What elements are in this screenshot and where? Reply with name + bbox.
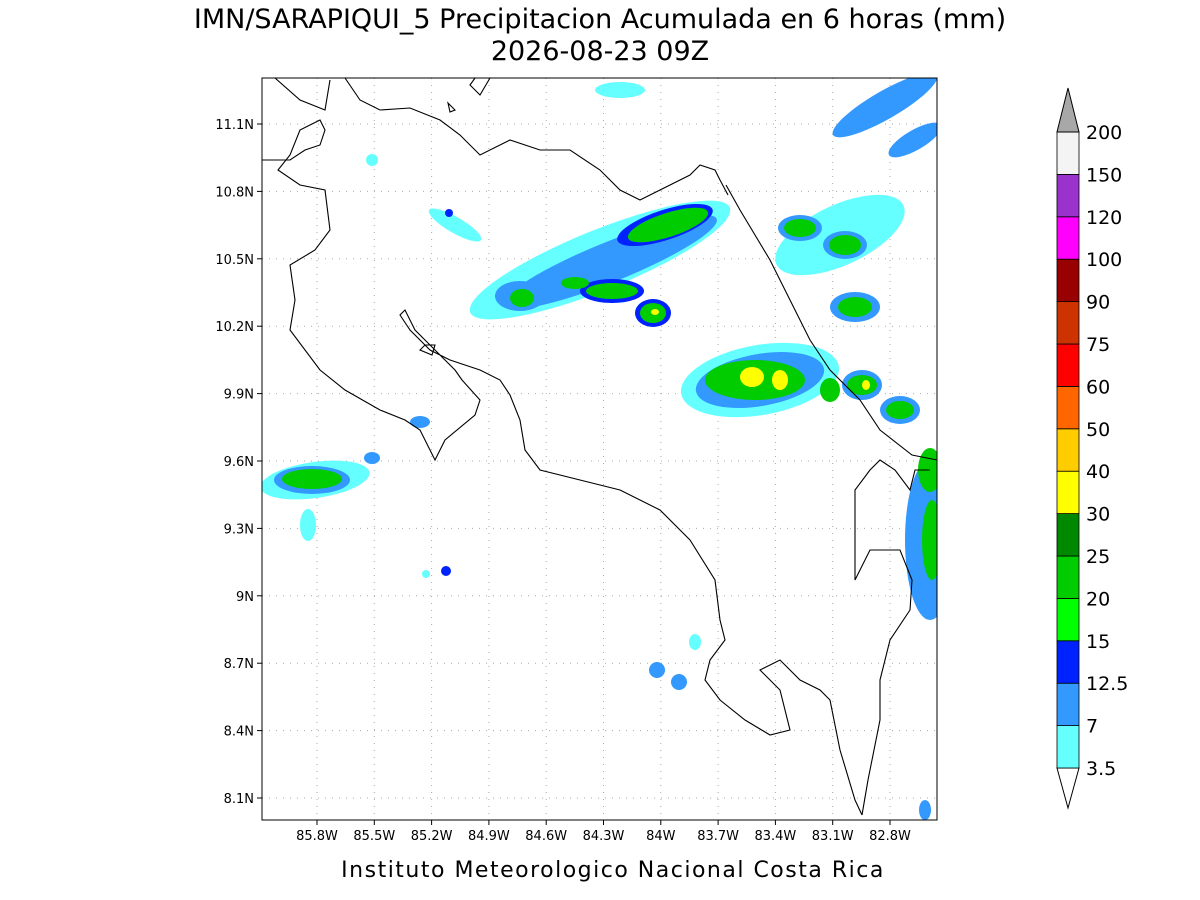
colorbar-box [1056, 682, 1080, 727]
y-tick-label: 10.8N [215, 185, 254, 200]
plot-frame [261, 77, 938, 821]
title: IMN/SARAPIQUI_5 Precipitacion Acumulada … [194, 4, 1006, 35]
y-tick-label: 10.5N [215, 253, 254, 268]
colorbar-box [1056, 428, 1080, 472]
y-tick-label: 11.1N [215, 118, 254, 133]
x-tick-label: 83.1W [812, 829, 854, 844]
colorbar-label: 120 [1086, 207, 1122, 229]
colorbar-box [1056, 385, 1080, 430]
colorbar-box [1056, 173, 1080, 218]
colorbar-box [1056, 513, 1080, 557]
x-tick-label: 84.6W [525, 829, 567, 844]
colorbar-label: 7 [1086, 716, 1098, 738]
x-tick-label: 83.7W [697, 829, 739, 844]
colorbar-label: 12.5 [1086, 673, 1128, 695]
y-tick-label: 8.7N [224, 657, 254, 672]
coastline [262, 78, 937, 816]
x-tick-label: 85.8W [296, 829, 338, 844]
colorbar-label: 30 [1086, 504, 1110, 526]
colorbar-label: 50 [1086, 419, 1110, 441]
colorbar-box [1056, 301, 1080, 345]
footer: Instituto Meteorologico Nacional Costa R… [341, 858, 885, 883]
grid [262, 78, 937, 820]
y-tick-label: 9N [236, 590, 254, 605]
colorbar-label: 60 [1086, 376, 1110, 398]
colorbar-above [1056, 87, 1080, 133]
colorbar-box [1056, 258, 1080, 303]
colorbar-box [1056, 131, 1080, 175]
y-tick-label: 8.1N [224, 792, 254, 807]
colorbar-box [1056, 640, 1080, 684]
x-tick-label: 83.4W [754, 829, 796, 844]
colorbar-label: 90 [1086, 292, 1110, 314]
colorbar-box [1056, 555, 1080, 599]
colorbar-label: 40 [1086, 461, 1110, 483]
colorbar-label: 25 [1086, 546, 1110, 568]
colorbar: 3.5 7 12.5 15 20 25 30 40 50 60 75 90 100 120 150 200 [1056, 87, 1128, 810]
colorbar-box [1056, 725, 1080, 769]
y-tick-label: 8.4N [224, 725, 254, 740]
colorbar-label: 20 [1086, 588, 1110, 610]
colorbar-label: 100 [1086, 249, 1122, 271]
colorbar-box [1056, 216, 1080, 260]
axis-labels: 85.8W 85.5W 85.2W 84.9W 84.6W 84.3W 84W 83.7W 83… [215, 118, 911, 844]
colorbar-box [1056, 470, 1080, 515]
precipitation [262, 78, 937, 820]
colorbar-label: 75 [1086, 334, 1110, 356]
colorbar-label: 200 [1086, 122, 1122, 144]
colorbar-label: 150 [1086, 164, 1122, 186]
x-tick-label: 84.9W [468, 829, 510, 844]
colorbar-box [1056, 598, 1080, 642]
y-tick-label: 10.2N [215, 320, 254, 335]
x-tick-label: 82.8W [869, 829, 911, 844]
y-tick-label: 9.3N [224, 522, 254, 537]
x-tick-label: 84W [646, 829, 676, 844]
x-tick-label: 84.3W [583, 829, 625, 844]
y-tick-label: 9.6N [224, 455, 254, 470]
y-tick-label: 9.9N [224, 388, 254, 403]
colorbar-label: 15 [1086, 631, 1110, 653]
colorbar-box [1056, 343, 1080, 387]
subtitle: 2026-08-23 09Z [491, 36, 709, 67]
x-tick-label: 85.5W [353, 829, 395, 844]
colorbar-label: 3.5 [1086, 758, 1116, 780]
colorbar-below [1056, 767, 1080, 810]
x-tick-label: 85.2W [411, 829, 453, 844]
